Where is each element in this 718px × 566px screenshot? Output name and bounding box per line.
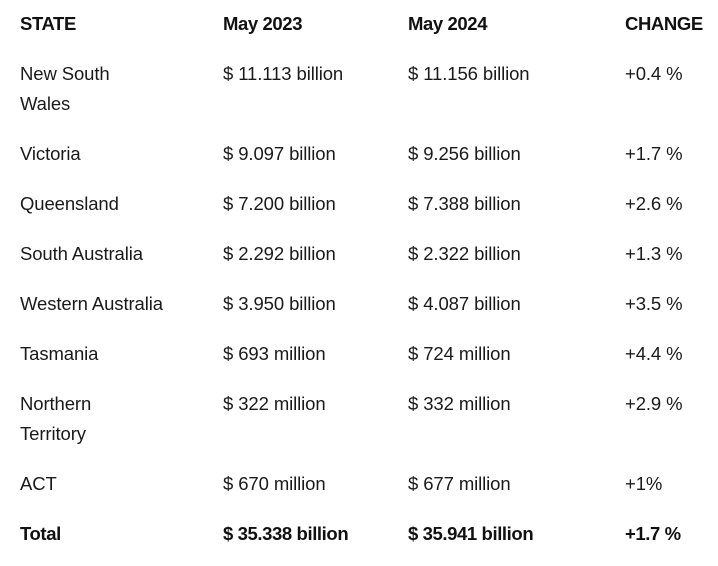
change-cell: +4.4 %: [625, 343, 683, 364]
may-2023-cell: $ 670 million: [223, 473, 326, 494]
change-cell: +1.7 %: [625, 143, 683, 164]
change-cell: +0.4 %: [625, 63, 683, 84]
state-cell: South Australia: [20, 243, 143, 264]
change-cell: +1.3 %: [625, 243, 683, 264]
may-2024-cell: $ 332 million: [408, 393, 511, 414]
total-may-2024: $ 35.941 billion: [408, 523, 534, 544]
change-cell: +3.5 %: [625, 293, 683, 314]
header-change: CHANGE: [625, 13, 703, 34]
may-2024-cell: $ 9.256 billion: [408, 143, 521, 164]
state-cell: ACT: [20, 473, 57, 494]
may-2023-cell: $ 2.292 billion: [223, 243, 336, 264]
change-cell: +2.6 %: [625, 193, 683, 214]
header-may-2023: May 2023: [223, 13, 303, 34]
may-2024-cell: $ 677 million: [408, 473, 511, 494]
state-cell: Western Australia: [20, 293, 163, 314]
may-2024-cell: $ 11.156 billion: [408, 63, 530, 84]
state-cell: New South Wales: [20, 59, 210, 119]
may-2024-cell: $ 4.087 billion: [408, 293, 521, 314]
total-label: Total: [20, 523, 61, 544]
may-2024-cell: $ 2.322 billion: [408, 243, 521, 264]
header-may-2024: May 2024: [408, 13, 488, 34]
may-2023-cell: $ 3.950 billion: [223, 293, 336, 314]
change-cell: +1%: [625, 473, 663, 494]
state-cell: Queensland: [20, 193, 119, 214]
total-change: +1.7 %: [625, 523, 681, 544]
state-cell: Tasmania: [20, 343, 99, 364]
state-cell: Northern Territory: [20, 389, 210, 449]
state-cell: Victoria: [20, 143, 81, 164]
may-2023-cell: $ 322 million: [223, 393, 326, 414]
may-2024-cell: $ 7.388 billion: [408, 193, 521, 214]
header-state: STATE: [20, 13, 76, 34]
change-cell: +2.9 %: [625, 393, 683, 414]
may-2023-cell: $ 11.113 billion: [223, 63, 344, 84]
may-2024-cell: $ 724 million: [408, 343, 511, 364]
state-name: Northern Territory: [20, 393, 92, 444]
total-may-2023: $ 35.338 billion: [223, 523, 349, 544]
may-2023-cell: $ 693 million: [223, 343, 326, 364]
may-2023-cell: $ 9.097 billion: [223, 143, 336, 164]
may-2023-cell: $ 7.200 billion: [223, 193, 336, 214]
state-name: New South Wales: [20, 63, 110, 114]
